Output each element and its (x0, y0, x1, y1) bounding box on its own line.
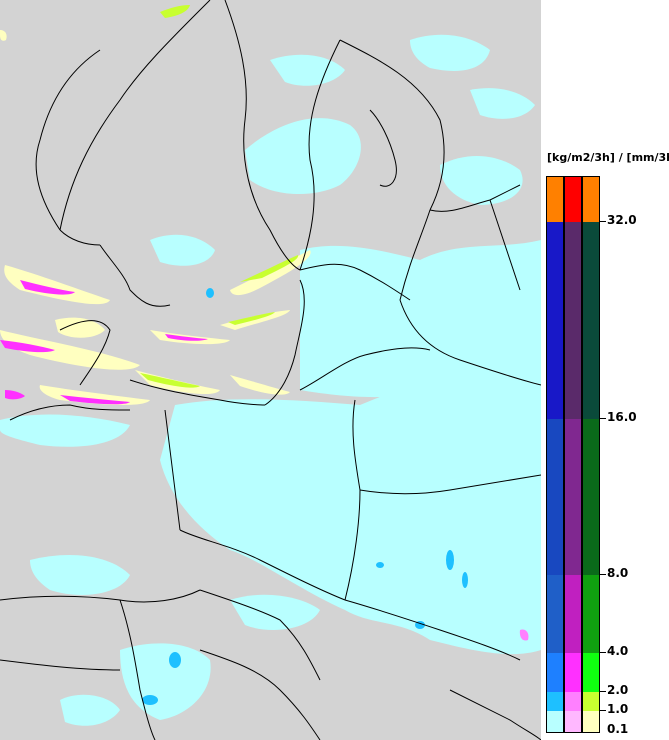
legend-color-bar (546, 176, 600, 733)
legend-cell (583, 711, 599, 732)
legend-cell (565, 692, 581, 711)
legend-cell (565, 419, 581, 575)
legend-tick-line-4 (600, 652, 606, 653)
legend-column-mixed (564, 176, 582, 733)
legend-tick-line-32 (600, 221, 606, 222)
legend-tick-line-16 (600, 418, 606, 419)
legend-cell (565, 653, 581, 692)
legend-cell (547, 711, 563, 732)
legend-unit-label: [kg/m2/3h] / [mm/3h] (547, 151, 669, 164)
snow-bands (0, 5, 529, 641)
legend-cell (565, 711, 581, 732)
legend-cell (547, 653, 563, 692)
precipitation-legend: [kg/m2/3h] / [mm/3h] 32.0 16.0 8.0 4.0 2… (541, 0, 669, 740)
legend-cell (565, 222, 581, 419)
legend-tick-4: 4.0 (607, 644, 629, 658)
legend-cell (565, 575, 581, 653)
legend-cell (547, 419, 563, 575)
rain-areas (0, 34, 541, 726)
legend-column-snow (582, 176, 600, 733)
legend-tick-0-1: 0.1 (607, 722, 629, 736)
legend-cell (583, 222, 599, 419)
legend-cell (547, 222, 563, 419)
country-borders (0, 199, 541, 740)
map-canvas (0, 0, 541, 740)
legend-column-rain (546, 176, 564, 733)
legend-cell (547, 177, 563, 222)
precipitation-map (0, 0, 541, 740)
legend-tick-line-1 (600, 710, 606, 711)
legend-tick-line-8 (600, 574, 606, 575)
legend-cell (583, 575, 599, 653)
legend-cell (565, 177, 581, 222)
legend-cell (583, 653, 599, 692)
legend-tick-1: 1.0 (607, 702, 629, 716)
legend-tick-2: 2.0 (607, 683, 629, 697)
legend-cell (583, 692, 599, 711)
legend-cell (547, 692, 563, 711)
legend-tick-32: 32.0 (607, 213, 637, 227)
rain-moderate-spots (142, 288, 468, 705)
legend-cell (583, 419, 599, 575)
coastlines (9, 0, 521, 421)
legend-tick-16: 16.0 (607, 410, 637, 424)
legend-cell (547, 575, 563, 653)
legend-tick-8: 8.0 (607, 566, 629, 580)
legend-cell (583, 177, 599, 222)
legend-tick-line-2 (600, 691, 606, 692)
